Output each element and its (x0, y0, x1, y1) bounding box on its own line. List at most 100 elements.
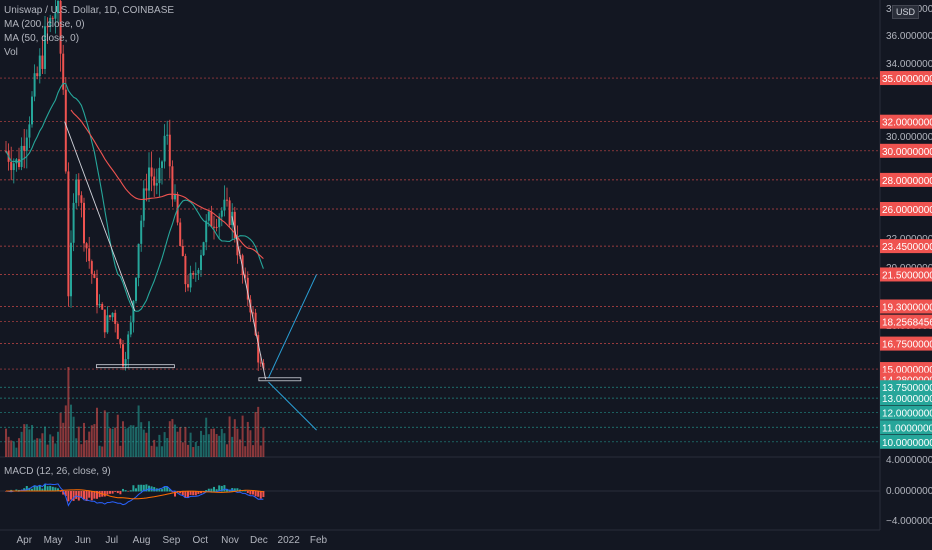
candle-body[interactable] (88, 248, 91, 262)
price-label[interactable] (880, 434, 932, 449)
candle-body[interactable] (163, 135, 166, 162)
price-label[interactable] (880, 172, 932, 187)
candle-body[interactable] (236, 237, 239, 256)
symbol-title[interactable]: Uniswap / U.S. Dollar, 1D, COINBASE (4, 5, 175, 16)
candle-body[interactable] (51, 17, 54, 19)
candle-body[interactable] (215, 226, 218, 228)
candle-body[interactable] (67, 171, 70, 297)
candle-body[interactable] (244, 274, 247, 278)
candle-body[interactable] (114, 312, 117, 324)
price-label[interactable] (880, 114, 932, 129)
candle-body[interactable] (31, 96, 33, 125)
candle-body[interactable] (150, 167, 153, 177)
candle-body[interactable] (257, 335, 260, 363)
candle-body[interactable] (96, 277, 98, 306)
candle-body[interactable] (80, 195, 83, 203)
candle-body[interactable] (259, 362, 262, 364)
candle-body[interactable] (59, 0, 62, 54)
bullish-projection-arrow[interactable] (268, 274, 318, 378)
support-box-2[interactable] (258, 377, 302, 382)
candle-body[interactable] (171, 166, 174, 200)
candle-body[interactable] (184, 255, 187, 285)
ma200-line[interactable] (70, 109, 264, 260)
candle-body[interactable] (220, 210, 223, 217)
candle-body[interactable] (85, 243, 88, 249)
candle-body[interactable] (213, 226, 215, 228)
candle-body[interactable] (246, 277, 249, 300)
macd-line[interactable] (5, 483, 264, 507)
candle-body[interactable] (158, 167, 161, 184)
candle-body[interactable] (101, 303, 104, 310)
candle-body[interactable] (127, 334, 130, 360)
candle-body[interactable] (122, 344, 124, 367)
candle-body[interactable] (142, 188, 145, 221)
price-label[interactable] (880, 420, 932, 435)
candle-body[interactable] (62, 53, 65, 90)
candle-body[interactable] (155, 183, 158, 186)
candle-body[interactable] (18, 159, 20, 167)
price-label[interactable] (880, 391, 932, 406)
candle-body[interactable] (111, 312, 114, 318)
candle-body[interactable] (129, 322, 132, 335)
candle-body[interactable] (205, 220, 208, 243)
candle-body[interactable] (254, 312, 257, 336)
candle-body[interactable] (168, 134, 171, 167)
downtrend-line-2[interactable] (231, 216, 267, 380)
candle-body[interactable] (189, 273, 192, 288)
candle-body[interactable] (202, 242, 205, 256)
candle-body[interactable] (10, 161, 13, 171)
macd-signal-line[interactable] (6, 489, 264, 500)
candle-body[interactable] (132, 300, 135, 323)
candle-body[interactable] (174, 194, 176, 200)
price-label[interactable] (880, 239, 932, 254)
ma50-legend[interactable]: MA (50, close, 0) (4, 33, 80, 44)
volume-legend[interactable]: Vol (4, 47, 18, 58)
candle-body[interactable] (20, 145, 23, 167)
downtrend-line[interactable] (64, 121, 136, 312)
candle-body[interactable] (72, 202, 75, 243)
macd-legend[interactable]: MACD (12, 26, close, 9) (4, 466, 111, 477)
candle-body[interactable] (140, 220, 143, 244)
candle-body[interactable] (124, 359, 127, 367)
ma200-legend[interactable]: MA (200, close, 0) (4, 19, 85, 30)
candle-body[interactable] (28, 124, 31, 138)
candle-body[interactable] (192, 273, 195, 275)
candle-body[interactable] (137, 243, 140, 278)
price-label[interactable] (880, 202, 932, 216)
candle-body[interactable] (23, 145, 26, 151)
candle-body[interactable] (197, 270, 200, 274)
candle-body[interactable] (135, 277, 137, 301)
candle-body[interactable] (179, 222, 182, 246)
candle-body[interactable] (218, 216, 221, 228)
price-label[interactable] (880, 143, 932, 158)
candle-body[interactable] (252, 312, 254, 314)
candle-body[interactable] (49, 17, 52, 28)
candle-body[interactable] (241, 255, 244, 275)
candle-body[interactable] (33, 73, 36, 97)
candle-body[interactable] (106, 315, 109, 333)
candle-body[interactable] (166, 134, 169, 136)
candle-body[interactable] (83, 202, 85, 244)
price-label[interactable] (880, 336, 932, 351)
candle-body[interactable] (77, 179, 80, 196)
candle-body[interactable] (153, 176, 156, 186)
candle-body[interactable] (25, 137, 28, 151)
candle-body[interactable] (64, 89, 67, 172)
candle-body[interactable] (46, 26, 49, 28)
currency-badge[interactable]: USD (892, 5, 920, 19)
candle-body[interactable] (93, 273, 96, 278)
candle-body[interactable] (161, 161, 163, 168)
candle-body[interactable] (262, 362, 265, 369)
candle-body[interactable] (194, 273, 197, 275)
price-label[interactable] (880, 405, 932, 420)
candle-body[interactable] (36, 73, 39, 77)
candle-body[interactable] (75, 179, 78, 203)
candle-body[interactable] (54, 13, 57, 19)
candle-body[interactable] (12, 163, 15, 171)
price-label[interactable] (880, 71, 932, 86)
candle-body[interactable] (41, 55, 44, 69)
support-box[interactable] (95, 364, 175, 369)
candle-body[interactable] (207, 211, 210, 221)
candle-body[interactable] (233, 211, 236, 238)
